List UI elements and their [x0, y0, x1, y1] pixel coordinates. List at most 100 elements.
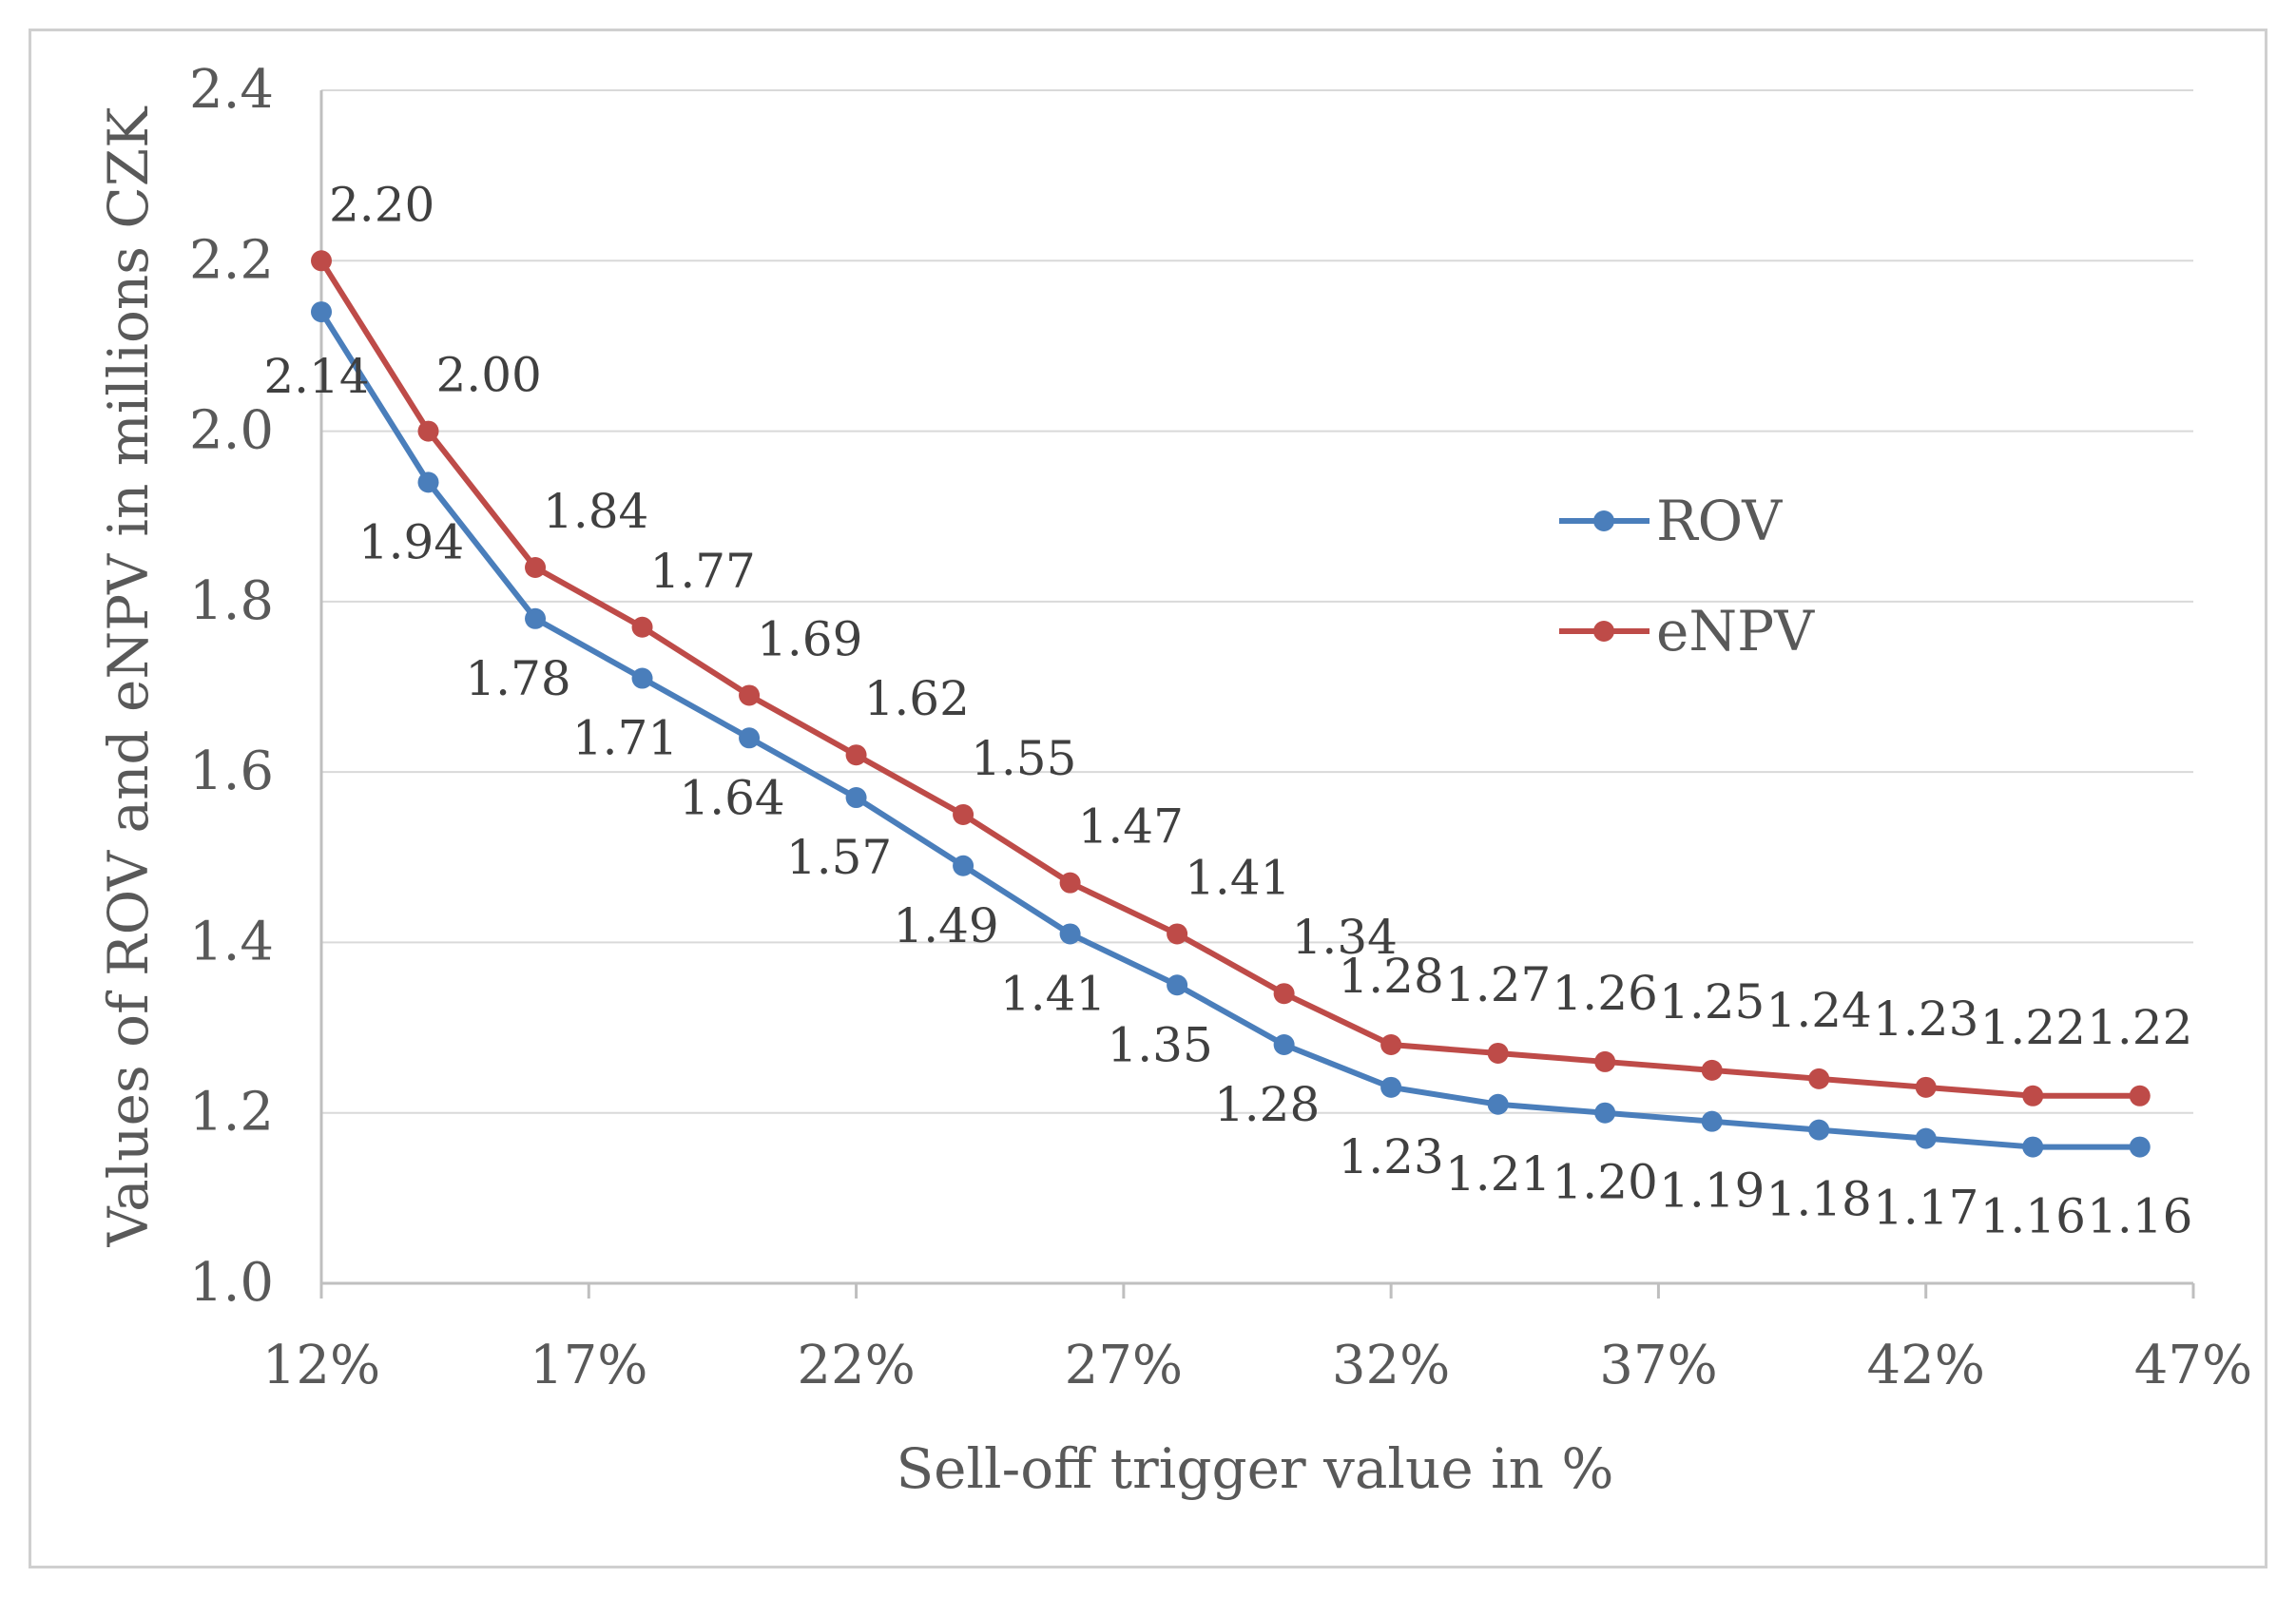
data-label-rov: 1.71	[572, 711, 678, 766]
data-label-enpv: 1.24	[1766, 983, 1872, 1038]
data-point-rov	[1487, 1093, 1509, 1115]
data-label-rov: 2.14	[263, 349, 369, 404]
data-label-enpv: 1.62	[864, 671, 970, 726]
data-point-rov	[1808, 1119, 1830, 1141]
data-point-rov	[631, 667, 653, 689]
y-tick-label: 1.2	[189, 1082, 274, 1144]
legend-marker-enpv	[1593, 621, 1614, 642]
x-tick-label: 47%	[2134, 1335, 2252, 1396]
legend: ROV eNPV	[1559, 489, 1815, 664]
data-labels: 2.20 2.14 2.00 1.94 1.84 1.78 1.77 1.71 1.69 1.64…	[263, 177, 2192, 1243]
data-label-rov: 1.23	[1338, 1129, 1443, 1184]
data-label-rov: 1.64	[679, 770, 784, 825]
data-point-enpv	[953, 803, 974, 825]
y-tick-label: 2.4	[189, 59, 274, 121]
y-tick-label: 1.8	[189, 570, 274, 632]
data-point-rov	[1380, 1076, 1402, 1098]
data-point-enpv	[1380, 1034, 1402, 1055]
data-point-enpv	[1701, 1059, 1723, 1081]
data-point-enpv	[845, 744, 867, 766]
x-tick-label: 22%	[797, 1335, 915, 1396]
gridlines	[321, 89, 2193, 1114]
data-point-rov	[311, 301, 332, 323]
data-label-enpv: 1.23	[1873, 991, 1978, 1047]
x-tick-label: 27%	[1065, 1335, 1183, 1396]
data-point-rov	[1273, 1034, 1295, 1055]
data-label-rov: 1.16	[1980, 1189, 2086, 1244]
y-axis-title: Values of ROV and eNPV in millions CZK	[96, 106, 161, 1248]
data-point-rov	[2022, 1136, 2044, 1158]
data-label-rov: 1.18	[1766, 1172, 1872, 1227]
data-point-enpv	[1273, 983, 1295, 1005]
data-label-rov: 1.21	[1445, 1146, 1551, 1202]
data-label-rov: 1.94	[358, 514, 464, 569]
data-point-rov	[845, 787, 867, 809]
data-point-rov	[739, 727, 761, 749]
legend-marker-rov	[1593, 510, 1614, 531]
data-point-enpv	[417, 420, 439, 442]
data-label-rov: 1.78	[465, 651, 570, 706]
data-label-enpv: 1.26	[1553, 966, 1658, 1021]
data-point-enpv	[1167, 923, 1188, 945]
y-tick-label: 2.2	[189, 229, 274, 291]
y-tick-label: 1.4	[189, 911, 274, 972]
data-label-rov: 1.49	[893, 898, 998, 953]
data-point-rov	[1059, 923, 1081, 945]
data-point-rov	[1594, 1102, 1616, 1124]
y-tick-label: 2.0	[189, 400, 274, 462]
data-label-enpv: 1.22	[2087, 1000, 2192, 1055]
data-point-enpv	[739, 684, 761, 706]
x-tick-label: 37%	[1599, 1335, 1717, 1396]
data-point-rov	[953, 855, 974, 876]
x-tick-label: 17%	[530, 1335, 647, 1396]
data-point-enpv	[311, 250, 332, 272]
data-label-enpv: 1.69	[757, 611, 862, 666]
data-point-enpv	[2129, 1085, 2151, 1106]
x-tick-label: 12%	[262, 1335, 380, 1396]
data-point-rov	[417, 471, 439, 493]
data-label-rov: 1.17	[1873, 1181, 1978, 1236]
y-tick-label: 1.6	[189, 741, 274, 802]
data-label-enpv: 1.84	[543, 484, 648, 539]
data-label-enpv: 1.47	[1078, 799, 1184, 855]
data-label-enpv: 1.25	[1659, 974, 1765, 1029]
x-tick-label: 42%	[1866, 1335, 1984, 1396]
legend-label-enpv: eNPV	[1656, 599, 1815, 664]
data-point-rov	[2129, 1136, 2151, 1158]
data-point-rov	[525, 607, 547, 629]
data-label-enpv: 1.22	[1980, 1000, 2086, 1055]
data-point-enpv	[1915, 1076, 1937, 1098]
data-label-enpv: 1.41	[1185, 850, 1290, 905]
data-label-enpv: 1.28	[1338, 949, 1443, 1004]
legend-label-rov: ROV	[1656, 489, 1783, 553]
data-point-enpv	[2022, 1085, 2044, 1106]
chart-frame	[29, 29, 2267, 1568]
data-label-enpv: 1.27	[1445, 957, 1551, 1012]
data-label-rov: 1.28	[1214, 1077, 1320, 1132]
data-point-enpv	[631, 616, 653, 638]
data-label-rov: 1.35	[1107, 1017, 1212, 1072]
series-line-enpv	[318, 259, 2140, 1099]
data-label-rov: 1.19	[1659, 1164, 1765, 1219]
data-label-enpv: 2.00	[436, 348, 542, 403]
series	[311, 250, 2151, 1158]
axes: 1.0 1.2 1.4 1.6 1.8 2.0 2.2 2.4 12% 17% 22% 27% 32% 3…	[189, 59, 2252, 1396]
data-point-enpv	[525, 557, 547, 578]
x-tick-label: 32%	[1332, 1335, 1450, 1396]
data-label-enpv: 2.20	[329, 177, 434, 232]
data-point-enpv	[1487, 1042, 1509, 1064]
data-label-enpv: 1.34	[1292, 910, 1398, 965]
data-point-enpv	[1059, 872, 1081, 894]
data-label-rov: 1.41	[1000, 966, 1106, 1021]
data-point-rov	[1701, 1110, 1723, 1132]
data-point-rov	[1915, 1127, 1937, 1149]
data-label-rov: 1.16	[2087, 1189, 2192, 1244]
y-tick-label: 1.0	[189, 1252, 274, 1314]
data-point-enpv	[1808, 1068, 1830, 1089]
x-axis-title: Sell-off trigger value in %	[896, 1436, 1613, 1501]
data-label-enpv: 1.55	[971, 731, 1076, 786]
data-point-rov	[1167, 974, 1188, 996]
series-line-rov	[318, 310, 2140, 1150]
data-point-enpv	[1594, 1050, 1616, 1072]
